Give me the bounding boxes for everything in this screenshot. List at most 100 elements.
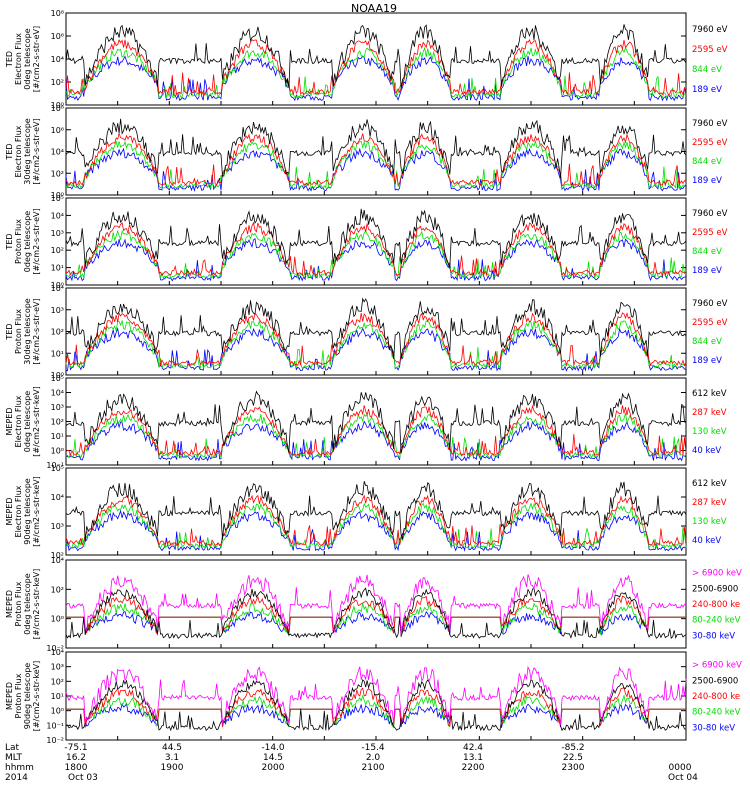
y-axis-label: MEPED [5,590,14,618]
x-tick-hhmm: 2100 [362,763,385,773]
series-trace-black [65,481,687,542]
series-trace-black [65,24,687,89]
series-trace-red [66,687,686,728]
legend-entry: 2500-6900 [692,584,738,594]
y-axis-label: Electron Flux [14,33,23,85]
y-tick-label: 10³ [51,663,64,672]
legend-entry: 7960 eV [692,209,728,219]
series-trace-blue [66,702,686,728]
y-axis-label: 30deg telescope [23,118,32,185]
y-axis-label: [#/cm2-s-str-eV] [32,298,41,364]
legend-entry: 130 keV [692,517,727,527]
legend-entry: 2595 eV [692,228,728,238]
y-axis-label: 0deg telescope [23,573,32,634]
y-axis-label: Electron Flux [14,485,23,537]
y-tick-label: 10⁻² [46,644,64,653]
y-axis-label: [#/cm2-s-str-keV] [32,661,41,732]
legend-entry: 240-800 ke [692,600,740,610]
series-trace-red [65,39,687,97]
legend-entry: 30-80 keV [692,723,735,733]
legend-entry: 612 keV [692,389,727,399]
y-tick-label: 10² [51,677,64,686]
x-tick-hhmm: 0000 [669,763,692,773]
legend-entry: 189 eV [692,85,722,95]
x-row-label: MLT [5,753,23,763]
x-tick-lat: 44.5 [162,743,182,753]
legend-entry: 844 eV [692,157,722,167]
legend-entry: 612 keV [692,479,727,489]
legend-entry: 189 eV [692,356,722,366]
legend-entry: > 6900 keV [692,661,742,671]
y-axis-label: [#/cm2-s-str-eV] [32,208,41,274]
x-tick-hhmm: 2000 [262,763,285,773]
panel-3: 10⁰ 10¹ 10² 10³ 10⁴ 10⁵ TED Proton Flux 0deg tel… [5,194,728,290]
legend-entry: 2595 eV [692,318,728,328]
y-tick-label: 10³ [51,306,64,315]
y-axis-label: [#/cm2-s-str-keV] [32,386,41,457]
y-tick-label: 10⁰ [51,371,64,380]
y-tick-label: 10⁰ [51,447,64,456]
series-trace-green [65,139,687,190]
y-axis-label: MEPED [5,408,14,436]
series-trace-blue [65,420,686,462]
y-tick-label: 10⁰ [51,281,64,290]
series-trace-black [65,297,687,360]
legend-entry: 844 eV [692,247,722,257]
x-tick-mlt: 22.5 [563,753,583,763]
legend-entry: 287 keV [692,498,727,508]
series-trace-magenta [65,574,687,636]
y-axis-label: TED [5,51,14,68]
y-tick-label: 10² [51,328,64,337]
y-axis-label: Electron Flux [14,125,23,177]
legend-entry: 30-80 keV [692,631,735,641]
x-tick-lat: -15.4 [361,743,385,753]
series-trace-black [65,390,687,454]
y-axis-label: TED [5,323,14,340]
legend-entry: 80-240 keV [692,708,741,718]
x-row-label: 2014 [5,773,28,783]
series-trace-black [65,208,687,268]
series-trace-magenta [65,665,687,725]
y-tick-label: 10⁻² [46,736,64,745]
y-axis-label: 0deg telescope [23,211,32,272]
series-trace-red [66,595,686,636]
y-tick-label: 10⁻¹ [46,721,64,730]
y-tick-label: 10² [51,78,64,87]
panel-7: 10⁻² 10⁰ 10² 10⁴ MEPED Proton Flux 0deg telesc… [5,556,742,653]
y-axis-label: MEPED [5,682,14,710]
series-trace-black [65,118,687,179]
y-tick-label: 10⁵ [51,194,64,203]
y-axis-label: Proton Flux [14,309,23,354]
y-axis-label: [#/cm2-s-str-keV] [32,569,41,640]
series-trace-blue [65,237,687,282]
y-tick-label: 10⁰ [51,101,64,110]
chart-title: NOAA19 [351,2,397,15]
y-axis-label: [#/cm2-s-str-eV] [32,26,41,92]
legend-entry: 2500-6900 [692,676,738,686]
x-tick-hhmm: 2300 [562,763,585,773]
y-axis-label: Electron Flux [14,395,23,447]
x-tick-mlt: 14.5 [263,753,283,763]
x-tick-hhmm: 1900 [161,763,184,773]
y-axis-label: Proton Flux [14,673,23,718]
series-trace-red [65,494,687,547]
y-tick-label: 10¹ [51,432,64,441]
y-tick-label: 10⁴ [51,493,64,502]
panel-4: 10⁰ 10¹ 10² 10³ 10⁴ TED Proton Flux 30deg teles… [5,284,728,380]
y-tick-label: 10² [51,246,64,255]
y-axis-label: 90deg telescope [23,663,32,730]
legend-entry: 7960 eV [692,299,728,309]
series-trace-green [65,46,687,100]
x-tick-mlt: 16.2 [66,753,86,763]
y-tick-label: 10² [51,551,64,560]
y-tick-label: 10² [51,169,64,178]
panel-5: 10⁻¹ 10⁰ 10¹ 10² 10³ 10⁴ 10⁵ MEPED Electron Flux… [5,374,727,470]
y-axis-label: 0deg telescope [23,391,32,452]
y-tick-label: 10¹ [51,692,64,701]
y-tick-label: 10⁴ [51,556,64,565]
series-trace-green [65,412,687,460]
legend-entry: 189 eV [692,266,722,276]
y-tick-label: 10⁴ [51,389,64,398]
